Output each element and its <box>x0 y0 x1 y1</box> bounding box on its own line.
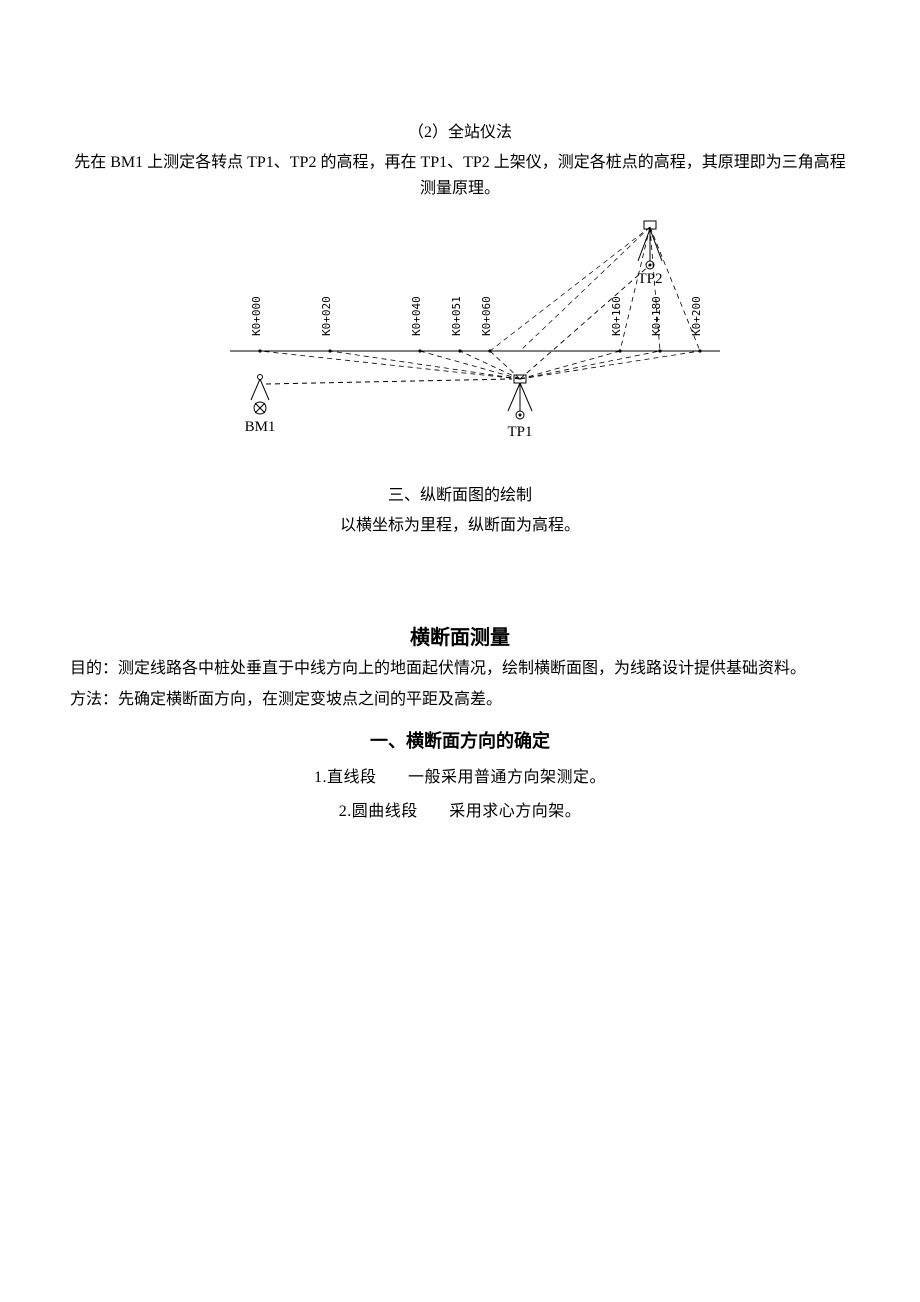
section2-heading: 三、纵断面图的绘制 <box>70 481 850 505</box>
section3-para2: 方法：先确定横断面方向，在测定变坡点之间的平距及高差。 <box>70 687 850 713</box>
section1-para: 先在 BM1 上测定各转点 TP1、TP2 的高程，再在 TP1、TP2 上架仪… <box>70 150 850 203</box>
svg-text:K0+051: K0+051 <box>450 296 463 336</box>
svg-text:K0+000: K0+000 <box>250 296 263 336</box>
svg-text:BM1: BM1 <box>245 419 276 435</box>
survey-diagram: K0+000 K0+020 K0+040 K0+051 K0+060 K0+160 K0+1… <box>190 211 730 451</box>
section2-para: 以横坐标为里程，纵断面为高程。 <box>70 513 850 539</box>
item2-no: 2.圆曲线段 <box>339 803 418 820</box>
item-line-2: 2.圆曲线段 采用求心方向架。 <box>70 797 850 821</box>
item2-txt: 采用求心方向架。 <box>449 803 581 820</box>
section3-para1: 目的：测定线路各中桩处垂直于中线方向上的地面起伏情况，绘制横断面图，为线路设计提… <box>70 656 850 682</box>
svg-text:K0+020: K0+020 <box>320 296 333 336</box>
svg-text:K0+060: K0+060 <box>480 296 493 336</box>
item1-no: 1.直线段 <box>314 769 377 786</box>
section3-subheading: 一、横断面方向的确定 <box>70 727 850 753</box>
item-line-1: 1.直线段 一般采用普通方向架测定。 <box>70 763 850 787</box>
svg-text:K0+160: K0+160 <box>610 296 623 336</box>
svg-text:TP2: TP2 <box>637 271 662 287</box>
item1-txt: 一般采用普通方向架测定。 <box>408 769 606 786</box>
section3-title: 横断面测量 <box>70 621 850 650</box>
svg-text:K0+180: K0+180 <box>650 296 663 336</box>
section1-heading: （2）全站仪法 <box>70 118 850 142</box>
svg-text:TP1: TP1 <box>507 424 532 440</box>
svg-text:K0+040: K0+040 <box>410 296 423 336</box>
